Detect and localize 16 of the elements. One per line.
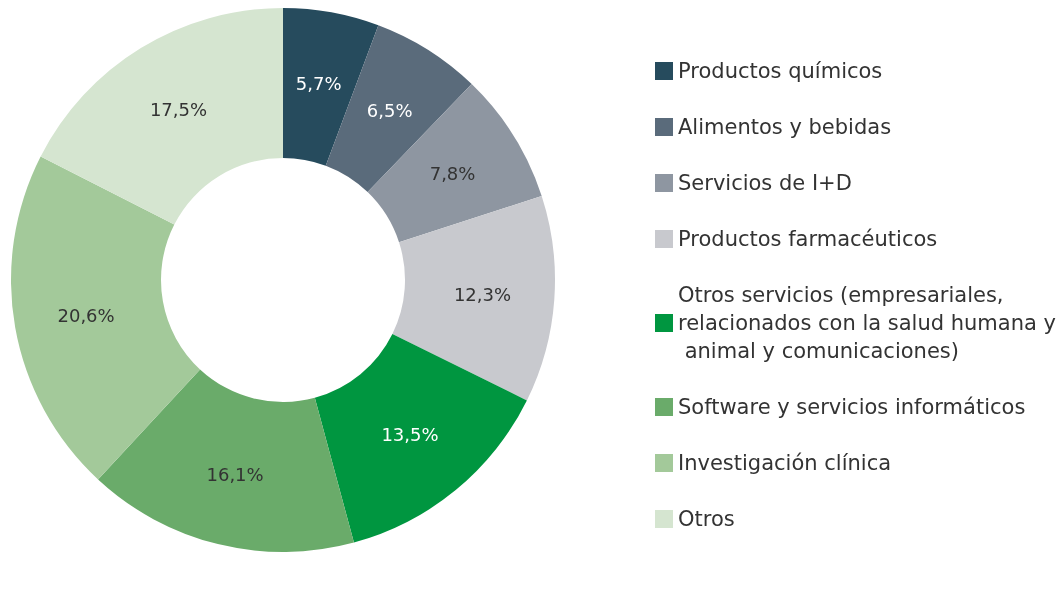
legend-label: Investigación clínica — [678, 451, 892, 475]
legend-label: Otros servicios (empresariales, relacionados con la salud humana y animal y comunicaciones) — [678, 283, 1056, 363]
legend-label: Software y servicios informáticos — [678, 395, 1026, 419]
legend-label: Servicios de I+D — [678, 171, 852, 195]
data-label: 6,5% — [366, 100, 413, 122]
legend-label: Productos químicos — [678, 59, 883, 83]
data-label: 7,8% — [429, 163, 476, 185]
data-label: 5,7% — [295, 72, 342, 94]
data-label: 20,6% — [57, 304, 115, 326]
legend-label: Productos farmacéuticos — [678, 227, 938, 251]
data-label: 13,5% — [381, 424, 439, 445]
data-label: 16,1% — [206, 463, 264, 485]
legend-label: Otros — [678, 507, 735, 531]
data-label: 17,5% — [149, 98, 208, 120]
data-label: 12,3% — [453, 283, 512, 305]
legend-label: Alimentos y bebidas — [678, 115, 892, 139]
